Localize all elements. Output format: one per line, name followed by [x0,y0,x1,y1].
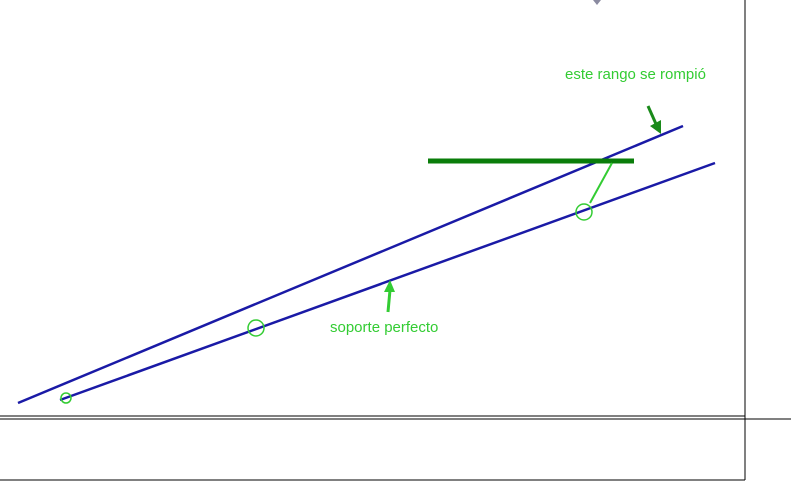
annotation: este rango se rompió [565,66,706,83]
trendline [17,124,684,405]
touch-circle [575,203,593,221]
arrow [589,162,613,204]
marker [593,0,601,5]
arrow-head [384,280,395,292]
annotation: soporte perfecto [330,319,438,336]
touch-circle [60,392,72,404]
arrow [386,289,392,313]
label-box [552,60,742,90]
trendline [59,161,716,402]
touch-circle [247,319,265,337]
frame [0,0,791,481]
arrow [646,105,658,125]
drawings: este rango se rompió soporte perfecto [17,0,742,405]
arrow-head [650,120,661,134]
label-box [322,314,502,342]
